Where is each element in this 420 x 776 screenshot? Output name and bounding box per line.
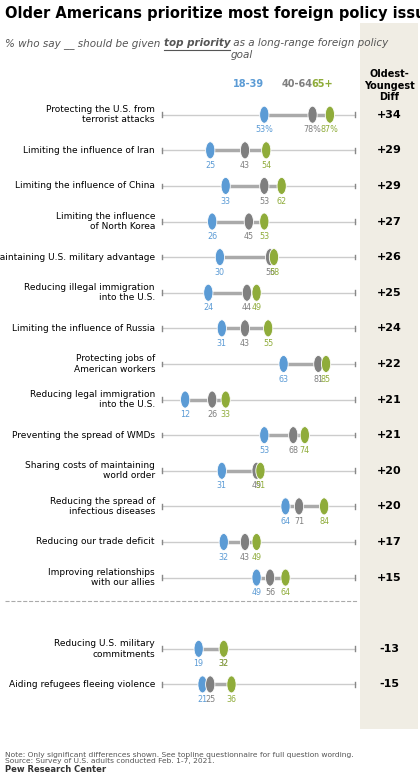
Text: 74: 74 xyxy=(300,446,310,455)
Text: 25: 25 xyxy=(205,161,215,170)
Text: 18-39: 18-39 xyxy=(233,79,265,89)
Text: Preventing the spread of WMDs: Preventing the spread of WMDs xyxy=(12,431,155,440)
Text: 43: 43 xyxy=(240,161,250,170)
Text: 26: 26 xyxy=(207,411,217,419)
Text: Limiting the influence of China: Limiting the influence of China xyxy=(15,182,155,190)
Text: Aiding refugees fleeing violence: Aiding refugees fleeing violence xyxy=(9,680,155,689)
Text: 53%: 53% xyxy=(255,126,273,134)
Text: 54: 54 xyxy=(261,161,271,170)
Text: +25: +25 xyxy=(377,288,402,298)
Text: 33: 33 xyxy=(220,411,231,419)
Text: -13: -13 xyxy=(379,644,399,654)
Text: Reducing U.S. military
commitments: Reducing U.S. military commitments xyxy=(54,639,155,659)
Text: % who say __ should be given: % who say __ should be given xyxy=(5,38,164,49)
Text: 85: 85 xyxy=(321,375,331,383)
Text: 40-64: 40-64 xyxy=(281,79,312,89)
Text: +22: +22 xyxy=(377,359,402,369)
Text: +29: +29 xyxy=(377,145,402,155)
Text: Limiting the influence of Iran: Limiting the influence of Iran xyxy=(24,146,155,155)
Text: 64: 64 xyxy=(281,517,291,526)
Text: Improving relationships
with our allies: Improving relationships with our allies xyxy=(48,568,155,587)
Text: Reducing illegal immigration
into the U.S.: Reducing illegal immigration into the U.… xyxy=(24,283,155,303)
Text: Sharing costs of maintaining
world order: Sharing costs of maintaining world order xyxy=(25,461,155,480)
Text: Pew Research Center: Pew Research Center xyxy=(5,765,106,774)
Text: Note: Only significant differences shown. See topline questionnaire for full que: Note: Only significant differences shown… xyxy=(5,751,354,764)
Text: 68: 68 xyxy=(288,446,298,455)
Text: +29: +29 xyxy=(377,181,402,191)
Text: Limiting the influence of Russia: Limiting the influence of Russia xyxy=(12,324,155,333)
Text: 53: 53 xyxy=(259,446,269,455)
Text: 31: 31 xyxy=(217,481,227,490)
Text: +17: +17 xyxy=(377,537,402,547)
Text: Oldest-
Youngest
Diff: Oldest- Youngest Diff xyxy=(364,69,415,102)
Text: +20: +20 xyxy=(377,466,402,476)
Text: 62: 62 xyxy=(277,196,287,206)
Text: 53: 53 xyxy=(259,232,269,241)
Text: as a long-range foreign policy
goal: as a long-range foreign policy goal xyxy=(230,38,388,60)
Text: 81: 81 xyxy=(313,375,323,383)
Text: 84: 84 xyxy=(319,517,329,526)
Text: 19: 19 xyxy=(194,660,204,668)
Text: 56: 56 xyxy=(265,588,275,598)
Text: 12: 12 xyxy=(180,411,190,419)
Text: 71: 71 xyxy=(294,517,304,526)
Text: +24: +24 xyxy=(377,324,402,334)
Text: 32: 32 xyxy=(219,660,229,668)
Text: 53: 53 xyxy=(259,196,269,206)
Text: Reducing our trade deficit: Reducing our trade deficit xyxy=(37,538,155,546)
Text: Protecting jobs of
American workers: Protecting jobs of American workers xyxy=(74,355,155,374)
Text: 44: 44 xyxy=(242,303,252,313)
Text: 32: 32 xyxy=(219,660,229,668)
Text: +20: +20 xyxy=(377,501,402,511)
Text: +27: +27 xyxy=(377,217,402,227)
Text: +21: +21 xyxy=(377,394,402,404)
Text: 43: 43 xyxy=(240,339,250,348)
Text: Maintaining U.S. military advantage: Maintaining U.S. military advantage xyxy=(0,253,155,262)
Text: 78%: 78% xyxy=(304,126,321,134)
Text: 32: 32 xyxy=(219,553,229,562)
Text: -15: -15 xyxy=(379,680,399,689)
Text: 63: 63 xyxy=(278,375,289,383)
Text: +15: +15 xyxy=(377,573,402,583)
Text: +26: +26 xyxy=(377,252,402,262)
Text: 49: 49 xyxy=(252,481,262,490)
Text: 58: 58 xyxy=(269,268,279,277)
Text: 87%: 87% xyxy=(321,126,339,134)
Text: 26: 26 xyxy=(207,232,217,241)
Text: 56: 56 xyxy=(265,268,275,277)
Text: 49: 49 xyxy=(252,588,262,598)
Text: 49: 49 xyxy=(252,553,262,562)
Text: top priority: top priority xyxy=(164,38,230,48)
Text: Reducing legal immigration
into the U.S.: Reducing legal immigration into the U.S. xyxy=(30,390,155,409)
Text: 36: 36 xyxy=(226,695,236,704)
Text: Limiting the influence
of North Korea: Limiting the influence of North Korea xyxy=(55,212,155,231)
Text: Protecting the U.S. from
terrorist attacks: Protecting the U.S. from terrorist attac… xyxy=(46,105,155,124)
Text: 49: 49 xyxy=(252,303,262,313)
Text: 55: 55 xyxy=(263,339,273,348)
Text: Reducing the spread of
infectious diseases: Reducing the spread of infectious diseas… xyxy=(50,497,155,516)
Text: 51: 51 xyxy=(255,481,265,490)
Text: 31: 31 xyxy=(217,339,227,348)
Text: 21: 21 xyxy=(197,695,207,704)
Text: 45: 45 xyxy=(244,232,254,241)
Text: 25: 25 xyxy=(205,695,215,704)
Text: Older Americans prioritize most foreign policy issues: Older Americans prioritize most foreign … xyxy=(5,6,420,21)
Text: 33: 33 xyxy=(220,196,231,206)
Text: 24: 24 xyxy=(203,303,213,313)
Text: 43: 43 xyxy=(240,553,250,562)
Text: +34: +34 xyxy=(377,109,402,120)
Text: +21: +21 xyxy=(377,430,402,440)
Text: 65+: 65+ xyxy=(311,79,333,89)
Text: 30: 30 xyxy=(215,268,225,277)
Text: 64: 64 xyxy=(281,588,291,598)
